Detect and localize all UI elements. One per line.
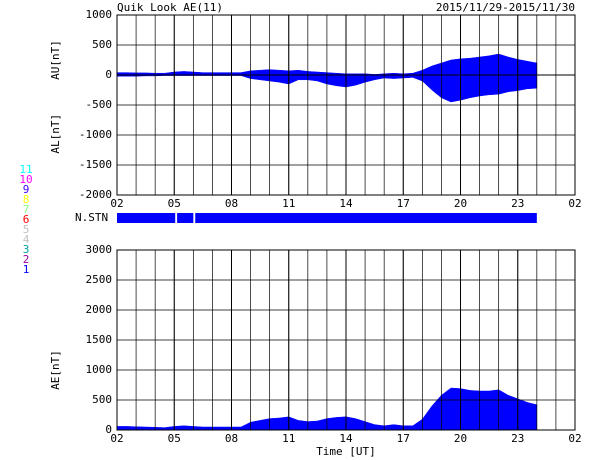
x-tick-label: 05 (168, 432, 181, 445)
station-legend: 10 (19, 173, 32, 186)
station-legend: 11 (19, 163, 32, 176)
x-tick-label: 14 (339, 432, 353, 445)
x-tick-label: 17 (397, 432, 410, 445)
y-tick-label: 1500 (86, 333, 113, 346)
x-tick-label: 11 (282, 432, 295, 445)
x-tick-label: 17 (397, 197, 410, 210)
y-tick-label: 500 (92, 38, 112, 51)
chart-title: Quik Look AE(11) (117, 1, 223, 14)
y-tick-label: -2000 (79, 188, 112, 201)
y-tick-label: 1000 (86, 363, 113, 376)
x-tick-label: 02 (110, 197, 123, 210)
y-tick-label: 2500 (86, 273, 113, 286)
station-legend: 4 (23, 233, 30, 246)
plot-frame (116, 249, 576, 431)
y-tick-label: -1500 (79, 158, 112, 171)
x-tick-label: 11 (282, 197, 295, 210)
x-tick-label: 08 (225, 432, 238, 445)
station-legend: 9 (23, 183, 30, 196)
y-tick-label: 500 (92, 393, 112, 406)
y-tick-label: 2000 (86, 303, 113, 316)
x-tick-label: 20 (454, 197, 467, 210)
y-tick-label: 1000 (86, 8, 113, 21)
station-bar (195, 213, 537, 223)
area (116, 387, 538, 431)
x-tick-label: 20 (454, 432, 467, 445)
plot-frame (116, 14, 576, 196)
x-tick-label: 08 (225, 197, 238, 210)
y-axis-label: AU[nT] (49, 40, 62, 80)
y-tick-label: 0 (105, 423, 112, 436)
x-tick-label: 02 (568, 432, 581, 445)
date-range: 2015/11/29-2015/11/30 (436, 1, 575, 14)
x-tick-label: 23 (511, 197, 524, 210)
station-legend: 7 (23, 203, 30, 216)
y-axis-label: AE[nT] (49, 350, 62, 390)
x-tick-label: 14 (339, 197, 353, 210)
strip-label: N.STN (75, 211, 108, 224)
y-tick-label: -500 (86, 98, 113, 111)
y-tick-label: 3000 (86, 243, 113, 256)
y-axis-label: AL[nT] (49, 114, 62, 154)
x-tick-label: 02 (110, 432, 123, 445)
station-legend: 2 (23, 253, 30, 266)
area (116, 53, 538, 76)
station-legend: 5 (23, 223, 30, 236)
station-legend: 3 (23, 243, 30, 256)
station-bar (177, 213, 194, 223)
station-bar (117, 213, 176, 223)
station-legend: 1 (23, 263, 30, 276)
x-tick-label: 05 (168, 197, 181, 210)
x-axis-label: Time [UT] (316, 445, 376, 458)
x-tick-label: 23 (511, 432, 524, 445)
y-tick-label: 0 (105, 68, 112, 81)
station-legend: 6 (23, 213, 30, 226)
area (116, 74, 538, 103)
station-legend: 8 (23, 193, 30, 206)
x-tick-label: 02 (568, 197, 581, 210)
y-tick-label: -1000 (79, 128, 112, 141)
